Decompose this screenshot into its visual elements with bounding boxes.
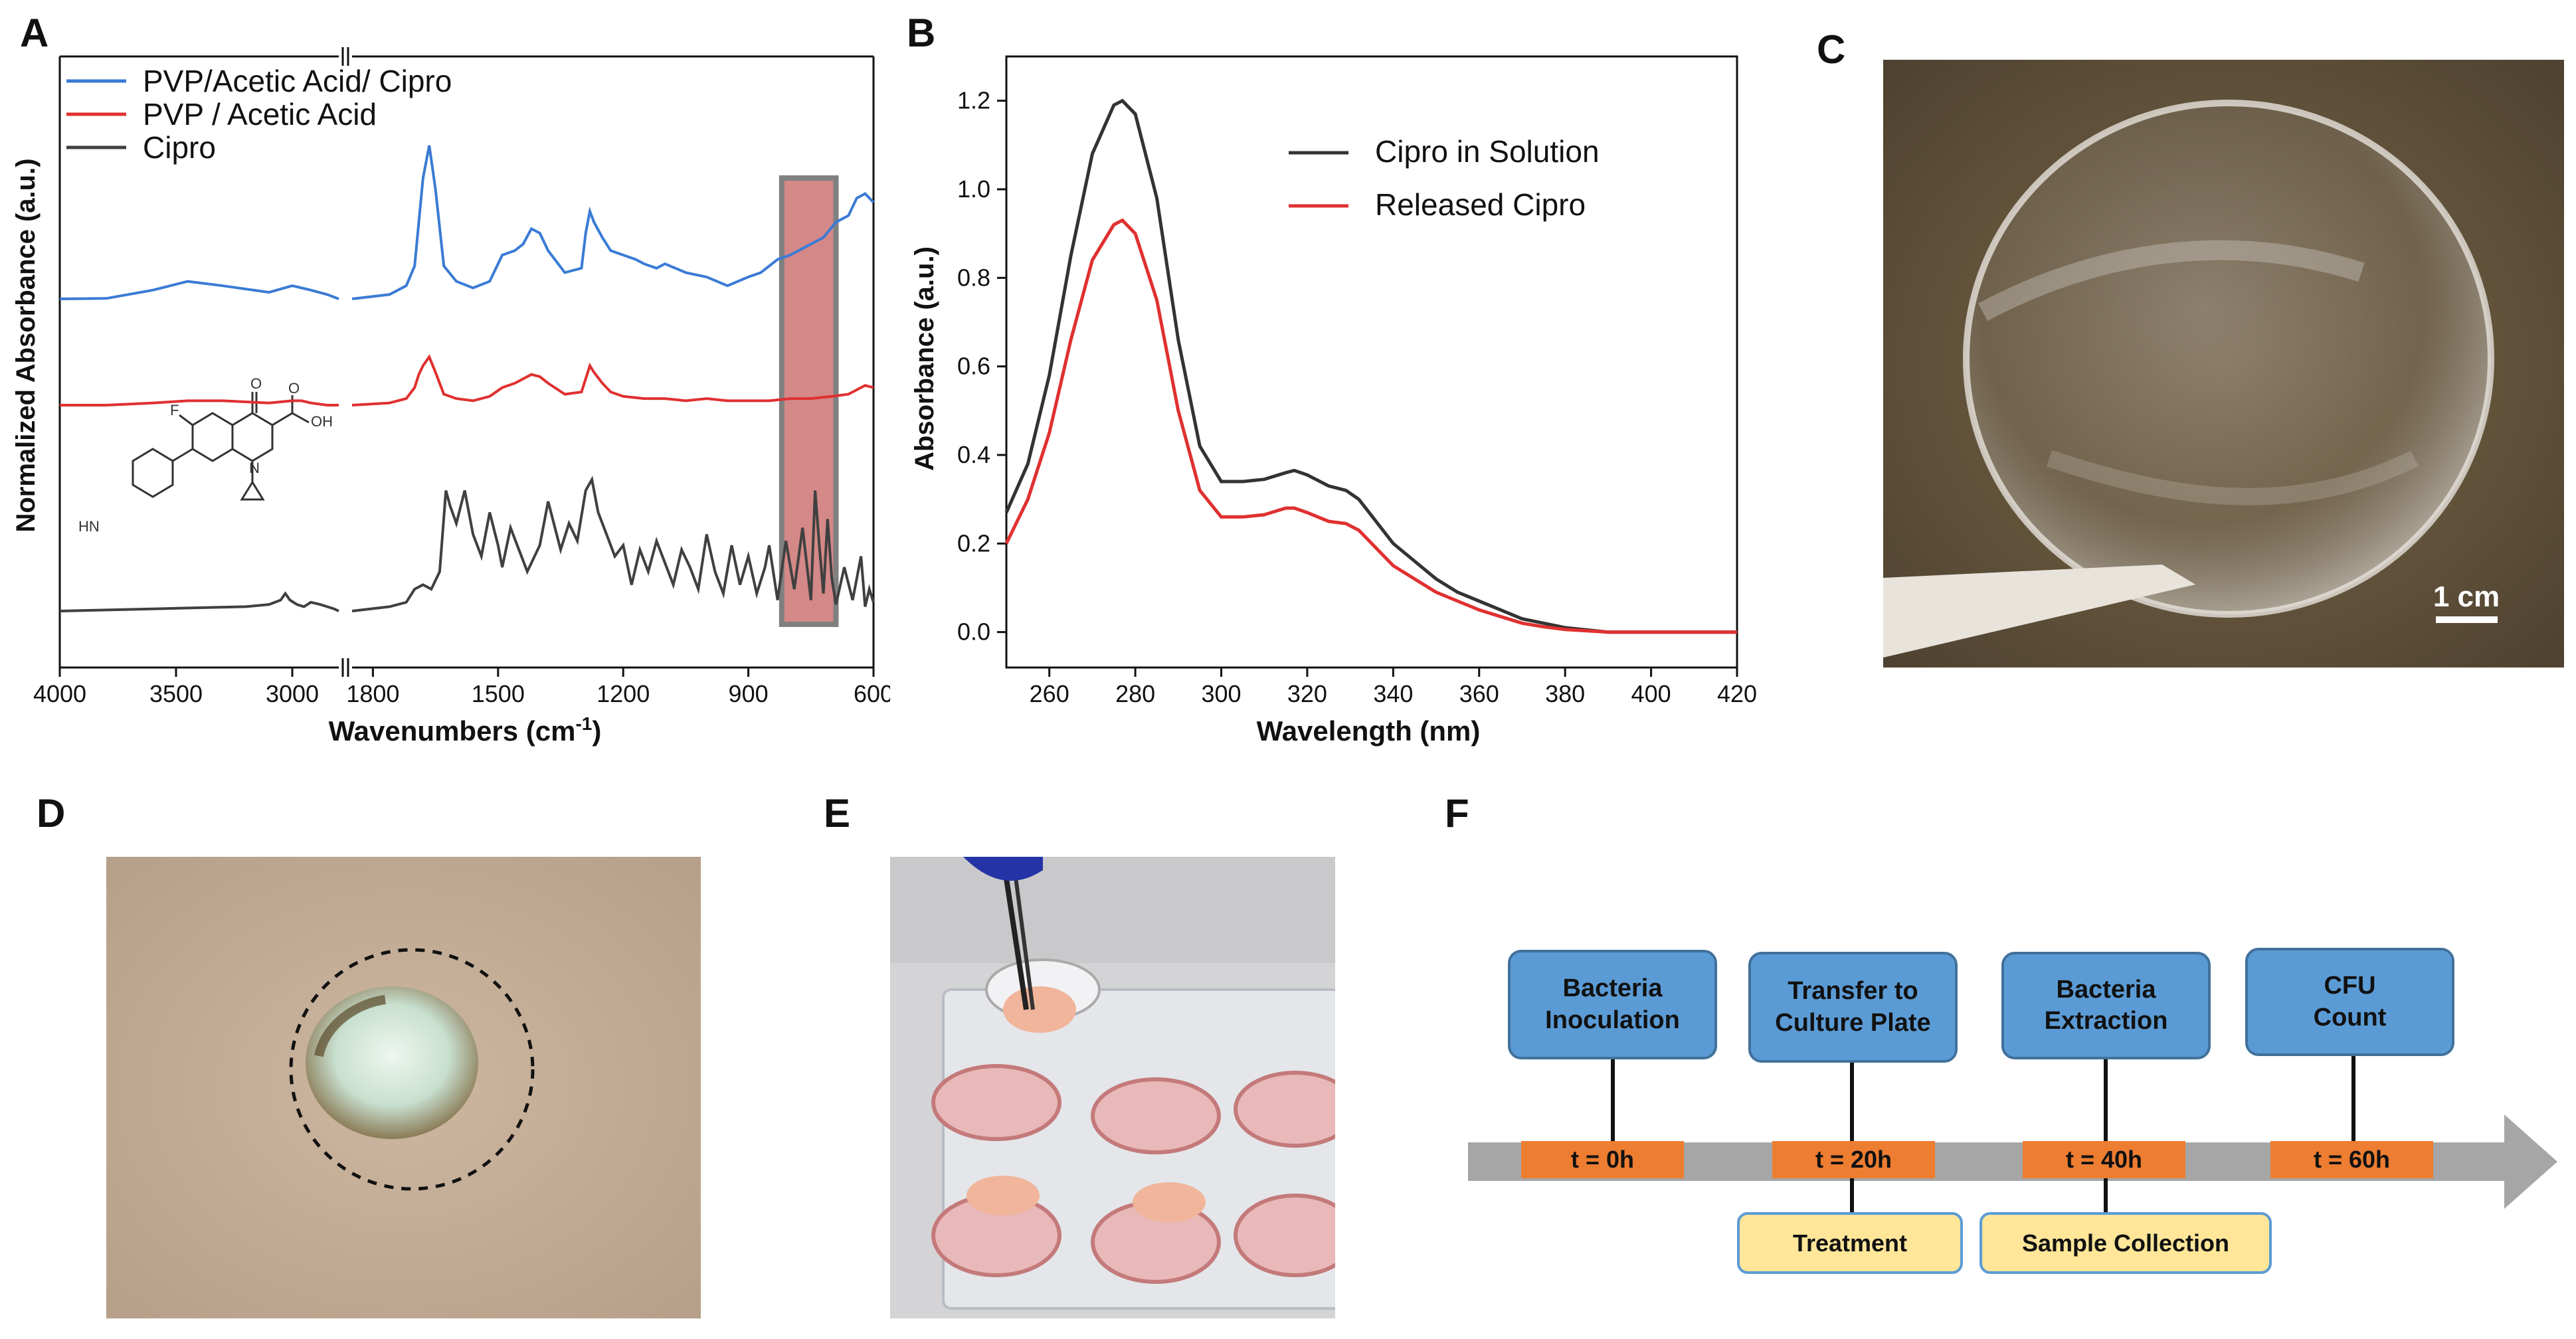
ftir-x-tick-label: 1800 xyxy=(346,680,399,707)
ftir-legend-label: Cipro xyxy=(143,130,216,165)
svg-text:N: N xyxy=(249,460,260,476)
scale-bar-label: 1 cm xyxy=(2433,580,2500,613)
uvvis-x-tick-label: 340 xyxy=(1373,680,1413,707)
uvvis-x-tick-label: 320 xyxy=(1287,680,1327,707)
timeline-stem xyxy=(1850,1176,1854,1215)
cipro-molecule-labels: F O O OH N HN xyxy=(78,375,333,535)
ftir-x-axis-label: Wavenumbers (cm-1) xyxy=(329,713,602,747)
timeline-step-cfu-count: CFU Count xyxy=(2245,948,2454,1056)
ftir-series-pvp-acetic-acid xyxy=(351,354,874,406)
uvvis-x-axis-label: Wavelength (nm) xyxy=(1257,715,1481,747)
timeline-time-0h: t = 0h xyxy=(1521,1141,1684,1178)
timeline-step-inoculation: Bacteria Inoculation xyxy=(1508,950,1717,1059)
panel-label-a: A xyxy=(20,11,49,55)
uvvis-x-tick-label: 300 xyxy=(1201,680,1241,707)
ftir-x-tick-label: 600 xyxy=(854,680,890,707)
timeline-step-transfer: Transfer to Culture Plate xyxy=(1748,952,1958,1063)
timeline-time-40h: t = 40h xyxy=(2023,1141,2185,1178)
ftir-y-axis-label: Normalized Absorbance (a.u.) xyxy=(11,158,41,532)
ftir-series-cipro xyxy=(351,476,875,612)
svg-text:O: O xyxy=(288,380,300,397)
uvvis-x-tick-label: 400 xyxy=(1631,680,1671,707)
svg-text:OH: OH xyxy=(311,413,333,430)
uvvis-chart: Absorbance (a.u.) Wavelength (nm) Cipro … xyxy=(910,55,1757,747)
svg-text:F: F xyxy=(170,402,179,418)
timeline-stem xyxy=(1611,1059,1615,1142)
panel-label-b: B xyxy=(907,11,936,55)
ftir-x-tick-label: 3000 xyxy=(266,680,319,707)
membrane-photo: 1 cm xyxy=(1883,60,2564,668)
ftir-legend-label: PVP / Acetic Acid xyxy=(143,97,377,132)
uvvis-y-axis-label: Absorbance (a.u.) xyxy=(910,246,939,471)
uvvis-x-tick-label: 260 xyxy=(1030,680,1069,707)
ftir-series-pvp-acetic-acid-cipro xyxy=(59,280,339,300)
uvvis-y-tick-label: 0.0 xyxy=(957,618,990,646)
uvvis-y-tick-label: 0.2 xyxy=(957,529,990,557)
timeline-time-20h: t = 20h xyxy=(1772,1141,1935,1178)
uvvis-x-tick-label: 380 xyxy=(1545,680,1585,707)
uvvis-x-tick-label: 280 xyxy=(1115,680,1155,707)
legend-label-cipro-solution: Cipro in Solution xyxy=(1375,134,1600,169)
timeline-step-extraction: Bacteria Extraction xyxy=(2001,952,2211,1059)
svg-text:O: O xyxy=(250,375,262,392)
uvvis-series-released-cipro xyxy=(1004,218,1737,634)
ftir-x-tick-label: 900 xyxy=(729,680,769,707)
timeline-stem xyxy=(2351,1056,2355,1142)
uvvis-x-tick-label: 360 xyxy=(1459,680,1499,707)
ftir-x-tick-label: 4000 xyxy=(33,680,86,707)
ftir-chart: Normalized Absorbance (a.u.) Wavenumbers… xyxy=(11,47,890,747)
panel-label-d: D xyxy=(37,791,66,836)
legend-label-released-cipro: Released Cipro xyxy=(1375,187,1586,222)
wound-area-outline xyxy=(289,948,535,1191)
ftir-x-tick-label: 3500 xyxy=(149,680,203,707)
panel-label-e: E xyxy=(824,791,851,836)
uvvis-y-tick-label: 1.2 xyxy=(957,87,990,114)
ftir-legend-label: PVP/Acetic Acid/ Cipro xyxy=(143,64,452,98)
ftir-series-pvp-acetic-acid xyxy=(60,399,339,406)
skin-wound-photo xyxy=(106,857,701,1318)
timeline-stem xyxy=(2104,1059,2108,1142)
svg-text:HN: HN xyxy=(78,518,100,535)
uvvis-y-tick-label: 1.0 xyxy=(957,175,990,203)
panel-label-f: F xyxy=(1445,791,1469,836)
uvvis-x-tick-label: 420 xyxy=(1717,680,1757,707)
timeline-stem xyxy=(2104,1176,2108,1215)
ftir-x-tick-label: 1500 xyxy=(472,680,525,707)
panel-label-c: C xyxy=(1817,27,1846,72)
uvvis-plot-frame xyxy=(1005,55,1738,669)
cipro-molecule-structure xyxy=(132,392,310,501)
timeline-note-sample-collection: Sample Collection xyxy=(1979,1212,2272,1274)
timeline-note-treatment: Treatment xyxy=(1737,1212,1963,1274)
timeline-stem xyxy=(1850,1063,1854,1142)
ftir-x-tick-label: 1200 xyxy=(597,680,650,707)
uvvis-series-cipro-in-solution xyxy=(1004,98,1737,634)
uvvis-y-tick-label: 0.6 xyxy=(957,353,990,380)
uvvis-y-tick-label: 0.4 xyxy=(957,441,990,468)
timeline-time-60h: t = 60h xyxy=(2270,1141,2433,1178)
ftir-series-pvp-acetic-acid-cipro xyxy=(351,145,875,300)
ftir-series-cipro xyxy=(59,591,339,612)
uvvis-y-tick-label: 0.8 xyxy=(957,264,990,291)
culture-plate-photo xyxy=(890,857,1335,1318)
